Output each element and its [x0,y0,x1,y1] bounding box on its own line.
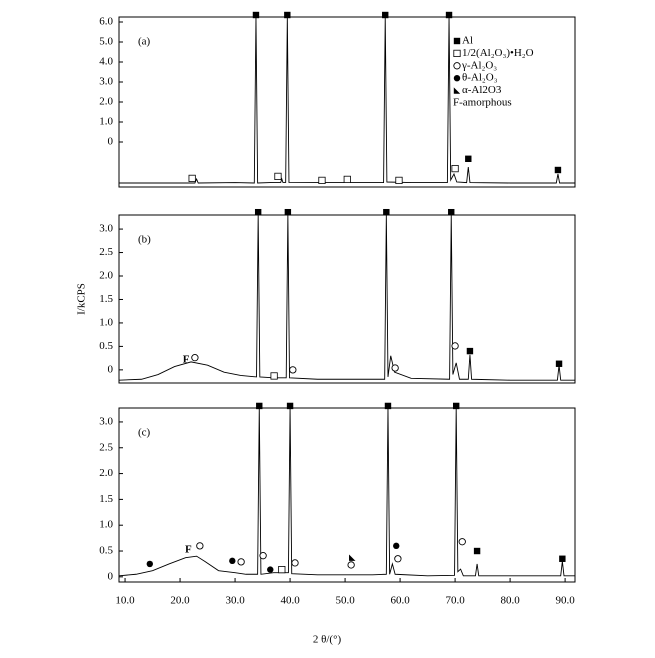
y-tick-label: 3.0 [99,223,113,235]
y-tick-label: 6.0 [99,16,113,28]
legend-symbol [453,37,461,45]
marker [383,208,390,216]
marker [559,555,566,562]
marker [278,566,286,574]
legend-symbol [453,49,461,58]
y-tick-label: 1.0 [99,116,113,128]
marker [555,360,563,367]
y-tick-label: 2.5 [99,441,113,453]
y-tick-label: 0 [108,136,114,148]
y-tick-label: 2.0 [99,96,113,108]
y-tick-label: 0.5 [99,545,113,557]
y-tick-label: 1.5 [99,293,113,305]
panel-frame [118,407,576,583]
marker [448,208,455,216]
marker [395,176,403,184]
panel-label: (b) [138,234,151,246]
marker [343,175,351,183]
panel-label: (c) [138,427,151,439]
y-tick-label: 0 [108,570,114,582]
x-tick-label: 90.0 [555,595,575,607]
marker [237,558,245,566]
marker [451,164,459,173]
marker [451,342,459,350]
marker [394,555,402,563]
marker [284,11,291,19]
marker [191,354,199,362]
legend-symbol [453,87,461,94]
y-tick-label: 3.0 [99,415,113,427]
marker [291,559,299,567]
marker [349,554,356,561]
legend-label: θ-Al₂O₃ [462,72,498,84]
y-tick-label: 2.5 [99,246,113,258]
marker [466,347,474,355]
x-tick-label: 40.0 [280,595,300,607]
y-tick-label: 3.0 [99,76,113,88]
y-tick-label: 4.0 [99,56,113,68]
xrd-trace [119,408,575,577]
marker [229,557,236,565]
marker [452,402,460,410]
panel-label: (a) [138,36,151,48]
y-tick-label: 1.0 [99,316,113,328]
y-tick-label: 2.0 [99,467,113,479]
y-axis-label: I/kCPS [76,283,88,315]
x-tick-label: 50.0 [335,595,355,607]
marker [289,366,297,374]
legend-label: F-amorphous [453,97,512,109]
marker [465,155,472,162]
marker [267,566,274,573]
marker [318,176,326,184]
y-tick-label: 0 [108,363,114,375]
marker: F [183,354,190,366]
marker [252,11,260,19]
marker [188,174,196,182]
y-tick-label: 2.0 [99,270,113,282]
marker [384,402,392,410]
x-tick-label: 60.0 [390,595,410,607]
legend-symbol [453,62,461,70]
marker [259,552,267,560]
marker [274,172,282,180]
x-tick-label: 10.0 [115,595,135,607]
marker: F [185,544,192,556]
legend-label: γ-Al₂O₃ [461,59,497,71]
legend-label: 1/2(Al₂O₃)•H₂O [462,47,534,59]
marker [196,542,204,550]
marker [270,372,278,380]
marker [554,166,562,174]
marker [286,402,294,410]
x-tick-label: 80.0 [500,595,520,607]
marker [458,538,466,546]
y-tick-label: 0.5 [99,340,113,352]
xrd-trace [119,215,575,381]
marker [254,208,262,216]
y-tick-label: 1.5 [99,493,113,505]
legend-symbol [453,75,461,82]
x-tick-label: 70.0 [445,595,465,607]
y-tick-label: 5.0 [99,36,113,48]
marker [473,547,481,555]
marker [445,11,453,19]
marker [382,11,389,19]
y-tick-label: 1.0 [99,519,113,531]
legend-label: Al [462,35,473,47]
marker [391,364,399,372]
marker [393,542,400,550]
marker [256,402,263,410]
marker [146,560,154,568]
x-tick-label: 20.0 [170,595,190,607]
marker [347,561,355,569]
x-axis-label: 2 θ/(°) [313,634,342,646]
legend-label: α-Al2O3 [462,84,502,96]
x-tick-label: 30.0 [225,595,245,607]
marker [284,208,292,216]
